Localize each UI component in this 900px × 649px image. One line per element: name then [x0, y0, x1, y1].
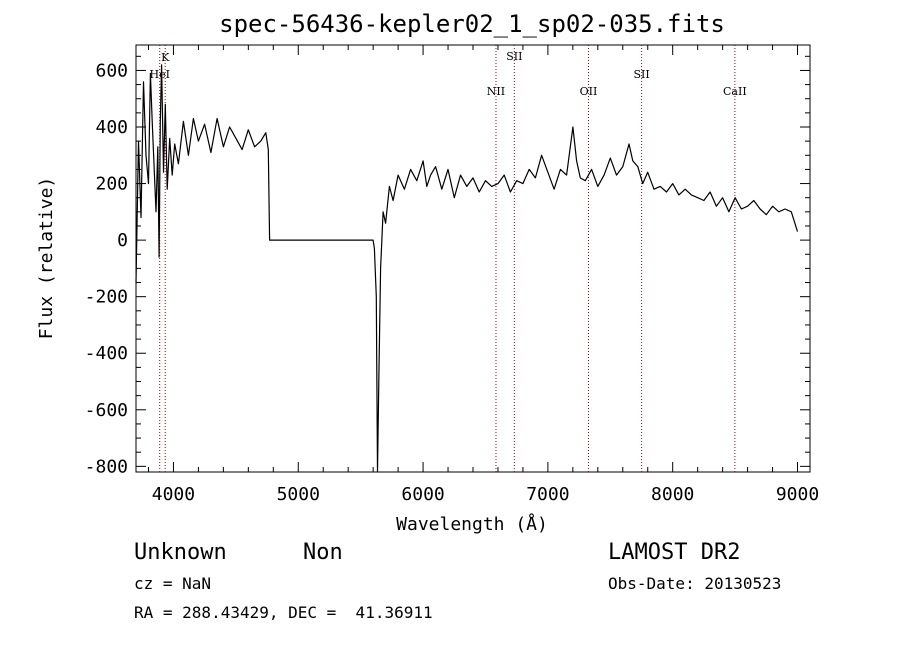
- x-tick-label: 9000: [776, 484, 819, 505]
- y-tick-label: -600: [85, 400, 128, 421]
- coordinates-text: RA = 288.43429, DEC = 41.36911: [134, 603, 433, 622]
- x-axis-label: Wavelength (Å): [396, 513, 548, 535]
- x-tick-label: 4000: [152, 484, 195, 505]
- spectral-line-label: SII: [506, 50, 522, 63]
- spectral-line-label: CaII: [723, 85, 747, 98]
- spectrum-line: [135, 64, 799, 473]
- y-tick-label: 200: [95, 174, 128, 195]
- spectral-line-label: SII: [634, 68, 650, 81]
- y-tick-label: 400: [95, 117, 128, 138]
- spectral-line-label: NII: [487, 85, 505, 98]
- y-tick-label: -200: [85, 287, 128, 308]
- redshift-text: cz = NaN: [134, 574, 212, 593]
- y-tick-label: -400: [85, 343, 128, 364]
- x-tick-label: 6000: [401, 484, 444, 505]
- spectral-line-label: OII: [580, 85, 598, 98]
- object-type: Unknown: [134, 540, 227, 565]
- x-tick-label: 8000: [651, 484, 694, 505]
- spectral-line-label: K: [161, 51, 170, 64]
- x-tick-label: 7000: [526, 484, 569, 505]
- spectral-line-label: HeI: [149, 68, 169, 81]
- chart-title: spec-56436-kepler02_1_sp02-035.fits: [219, 10, 725, 38]
- obs-date-text: Obs-Date: 20130523: [608, 574, 782, 593]
- y-tick-label: -800: [85, 456, 128, 477]
- plot-frame: [135, 44, 811, 473]
- y-axis-label: Flux (relative): [36, 177, 57, 340]
- y-tick-label: 600: [95, 60, 128, 81]
- y-tick-label: 0: [117, 230, 128, 251]
- survey-name: LAMOST DR2: [608, 540, 741, 565]
- object-subclass: Non: [303, 540, 343, 565]
- x-tick-label: 5000: [277, 484, 320, 505]
